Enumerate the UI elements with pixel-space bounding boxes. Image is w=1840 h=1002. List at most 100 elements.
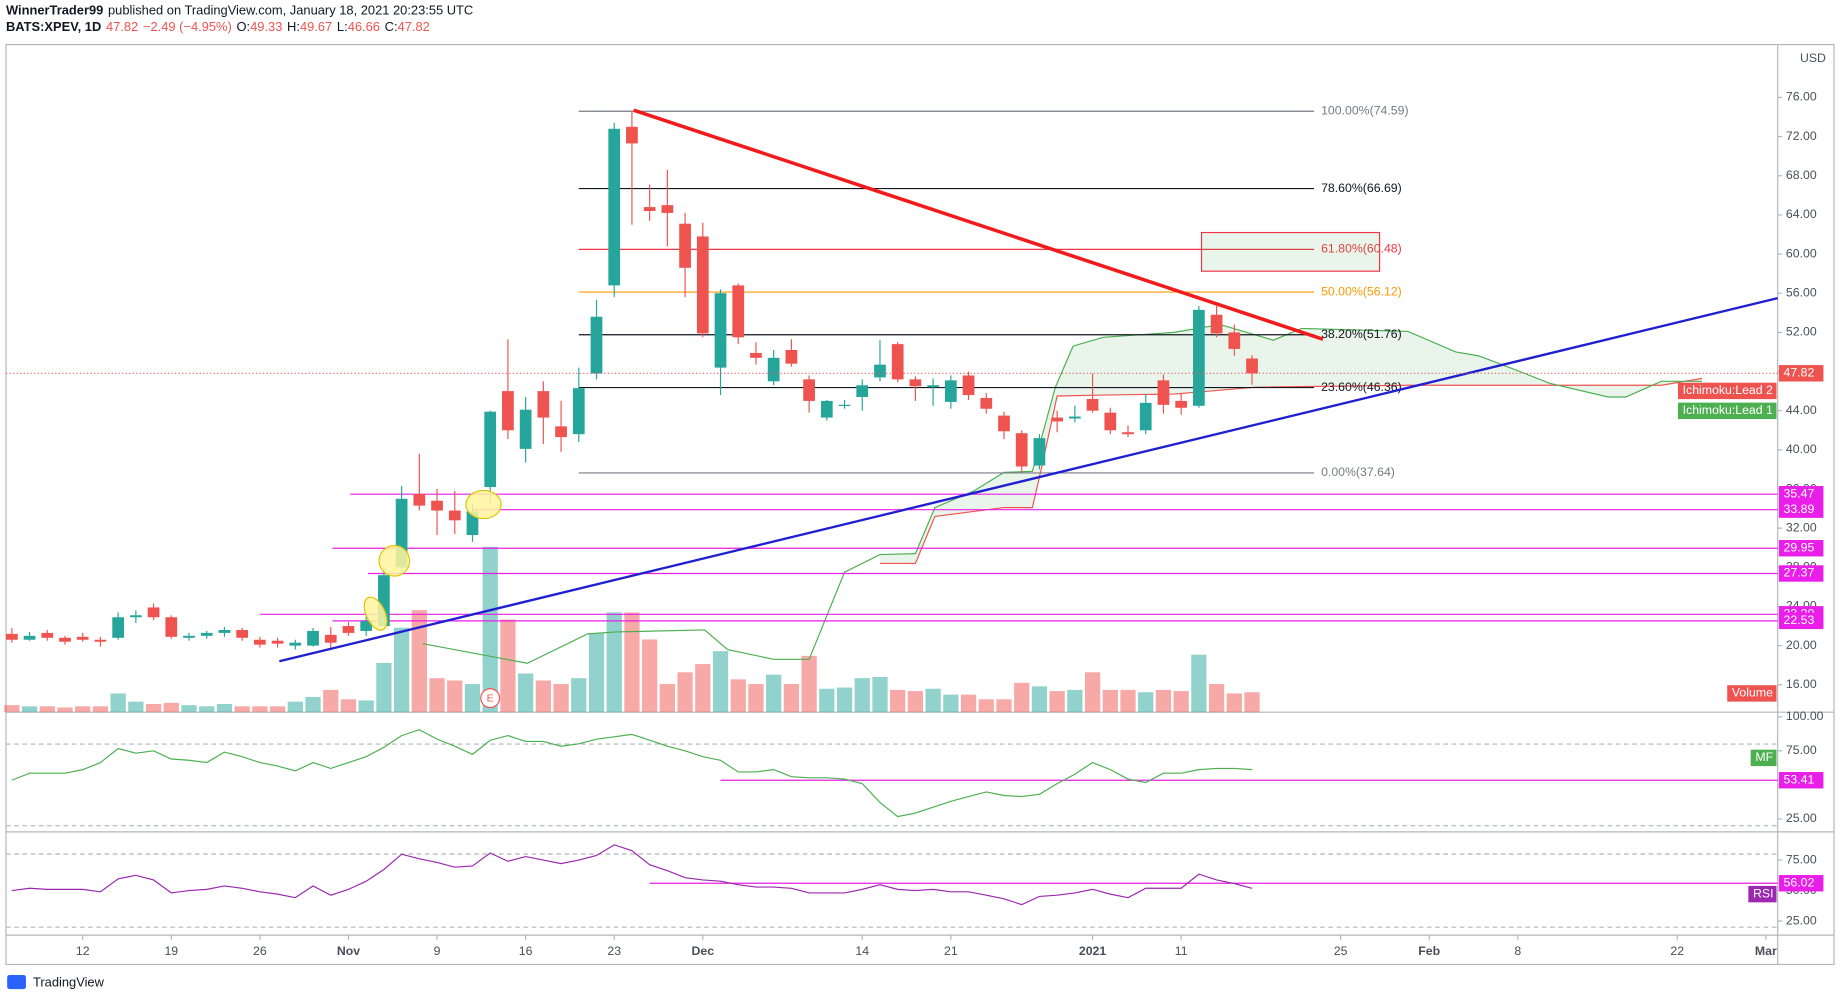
level-label: 22.53 [1784,613,1815,627]
last-price-label-box [1778,365,1824,382]
candle-body [891,344,904,380]
fib-label: 100.00%(74.59) [1321,103,1409,117]
volume-bar [145,703,162,713]
candle-body [5,633,18,640]
rsi-line [11,844,1253,906]
volume-bar [199,706,215,713]
candle-body [378,575,390,627]
volume-bar [1155,689,1172,713]
candle-body [1210,314,1223,334]
annotations [363,489,502,631]
volume-bar [1208,684,1225,713]
fib-label: 38.20%(51.76) [1321,327,1402,341]
ohlc-key: O: [236,20,250,35]
candle-body [944,380,957,402]
candle-body [41,632,54,638]
candle-body [94,639,107,642]
volume-bar [925,688,941,713]
candle-body [59,637,71,642]
ohlc-value: 46.66 [348,20,380,35]
candle-body [590,316,603,374]
volume-bar [730,679,746,713]
candle-body [572,388,585,435]
candle-body [1086,398,1099,411]
candle-body [1068,416,1081,419]
author: WinnerTrader99 [6,3,103,18]
candle-body [1122,432,1134,435]
ohlc-value: 47.82 [398,20,430,35]
ohlc-value: 49.67 [300,20,332,35]
candle-body [395,498,408,568]
level-label: 27.37 [1784,566,1815,580]
volume-label-box [1727,685,1777,702]
x-tick-label: 16 [519,944,533,958]
volume-bar [1226,693,1242,713]
candle-body [803,379,815,401]
logo: TradingView [7,975,105,990]
candle-body [484,411,497,488]
volume-bar [376,662,392,713]
candle-body [466,511,479,536]
candle-body [360,621,373,631]
volume-bar [766,674,782,713]
y-tick-label: 76.00 [1786,90,1817,104]
y-tick-label: 25.00 [1786,811,1817,825]
frame [5,43,1835,966]
volume-bar [890,689,906,713]
volume-bar [500,619,516,713]
volume-bar [447,680,463,713]
candle-body [307,630,319,646]
fib-label: 50.00%(56.12) [1321,284,1402,298]
candle-body [1157,380,1170,405]
volume-bar [606,612,622,713]
mf-level-label-box [1778,772,1824,789]
volume-bar [4,705,20,713]
candle-body [1175,400,1188,408]
volume-bar [39,706,55,713]
level-label-box [1778,540,1824,557]
rsi-label: RSI [1753,886,1774,900]
candle-body [838,404,851,406]
candle-body [1033,438,1046,466]
chart-border [5,43,1835,966]
volume-bar [801,655,817,713]
mf-label-box [1750,749,1777,767]
volume-bar [553,684,569,713]
volume-bar [535,680,551,713]
last-price: 47.82 [106,20,138,35]
x-tick-label: 25 [1334,944,1348,958]
volume-bar [872,676,888,713]
candle-body [679,223,691,268]
ichimoku-label: Ichimoku:Lead 2 [1683,383,1773,397]
x-tick-label: 2021 [1079,944,1107,958]
fib-label: 23.60%(46.36) [1321,380,1402,394]
trendline [279,296,1778,663]
highlight-ellipse [363,596,388,631]
volume-bar [340,699,357,713]
candle-body [555,426,567,438]
volume-bar [75,706,91,713]
ichimoku-line [879,377,1703,564]
y-tick-label: 68.00 [1786,168,1817,182]
volume-bar [960,694,977,713]
candle-body [502,391,514,431]
y-tick-label: 100.00 [1786,709,1824,723]
fib-label: 0.00%(37.64) [1321,465,1395,479]
volume-bar [1031,686,1048,713]
volume-bar [429,678,445,713]
volume-bar [163,702,179,713]
level-label-box [1778,501,1824,518]
volume-bar [588,633,605,713]
x-tick-label: 14 [855,944,869,958]
volume-bar [323,689,339,713]
plot: 16.0020.0024.0028.0032.0036.0040.0044.00… [4,90,1824,958]
ohlc-value: 49.33 [250,20,282,35]
volume-bar [1084,672,1101,713]
candle-body [785,350,798,364]
volume-bar [783,684,800,713]
candle-body [661,205,674,213]
x-tick-label: 19 [164,944,178,958]
volume-bar [464,684,481,713]
candle-body [112,617,125,638]
candle-body [1228,332,1241,349]
